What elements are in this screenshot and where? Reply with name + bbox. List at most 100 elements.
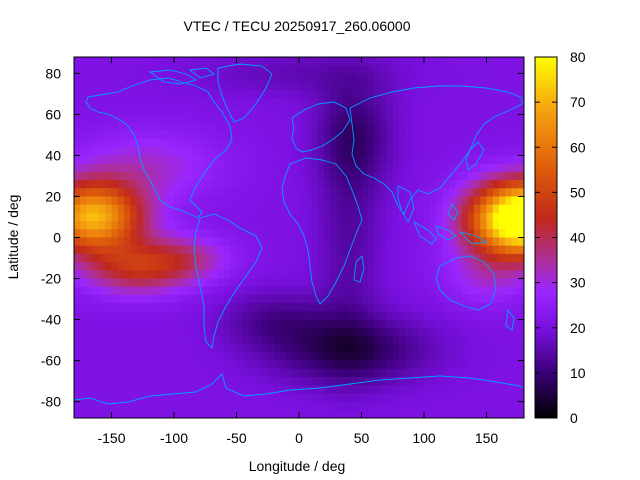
heatmap-cell [199, 98, 206, 107]
heatmap-cell [405, 270, 413, 280]
colorbar-tick-label: 10 [570, 365, 586, 381]
heatmap-cell [261, 237, 269, 247]
heatmap-cell [324, 303, 331, 312]
heatmap-cell [399, 180, 406, 189]
heatmap-cell [180, 409, 188, 418]
heatmap-cell [117, 212, 125, 222]
heatmap-cell [505, 171, 513, 181]
heatmap-cell [267, 262, 275, 271]
heatmap-cell [330, 147, 338, 157]
heatmap-cell [242, 253, 250, 263]
heatmap-cell [461, 155, 469, 165]
heatmap-cell [305, 409, 313, 418]
heatmap-cell [374, 180, 381, 189]
heatmap-cell [436, 237, 444, 247]
heatmap-cell [442, 196, 450, 206]
colorbar-tick-label: 60 [570, 139, 586, 155]
heatmap-cell [442, 352, 450, 362]
heatmap-cell [355, 311, 363, 321]
heatmap-cell [424, 171, 431, 181]
heatmap-cell [430, 278, 438, 288]
heatmap-cell [186, 229, 194, 239]
heatmap-cell [417, 360, 425, 370]
heatmap-cell [392, 409, 400, 418]
heatmap-cell [467, 89, 475, 99]
heatmap-cell [136, 155, 144, 165]
heatmap-cell [99, 221, 106, 230]
heatmap-cell [155, 253, 163, 263]
heatmap-cell [380, 393, 388, 403]
heatmap-cell [299, 311, 306, 321]
heatmap-cell [399, 327, 406, 337]
heatmap-cell [136, 147, 144, 157]
heatmap-cell [492, 393, 500, 403]
heatmap-cell [142, 171, 150, 181]
heatmap-cell [130, 221, 138, 230]
heatmap-cell [255, 81, 263, 91]
heatmap-cell [424, 155, 431, 165]
heatmap-cell [511, 409, 519, 418]
heatmap-cell [217, 122, 225, 132]
heatmap-cell [130, 303, 138, 312]
heatmap-cell [505, 204, 513, 214]
heatmap-cell [511, 139, 519, 148]
heatmap-cell [274, 303, 281, 312]
heatmap-cell [230, 155, 238, 165]
heatmap-cell [142, 360, 150, 370]
heatmap-cell [436, 344, 444, 353]
heatmap-cell [499, 393, 506, 403]
heatmap-cell [374, 262, 381, 271]
heatmap-cell [455, 139, 463, 148]
heatmap-cell [411, 229, 419, 239]
y-tick-label: 0 [53, 230, 61, 246]
heatmap-cell [267, 360, 275, 370]
heatmap-cell [505, 253, 513, 263]
heatmap-cell [117, 278, 125, 288]
heatmap-cell [424, 303, 431, 312]
heatmap-cell [217, 360, 225, 370]
heatmap-cell [374, 311, 381, 321]
heatmap-cell [249, 303, 256, 312]
heatmap-cell [436, 368, 444, 378]
heatmap-cell [205, 335, 213, 345]
heatmap-cell [74, 139, 81, 148]
heatmap-cell [424, 221, 431, 230]
heatmap-cell [261, 352, 269, 362]
heatmap-cell [142, 286, 150, 296]
heatmap-cell [86, 344, 94, 353]
heatmap-cell [74, 401, 81, 411]
heatmap-cell [255, 401, 263, 411]
heatmap-cell [161, 196, 169, 206]
heatmap-cell [161, 221, 169, 230]
x-tick-label: 0 [295, 430, 303, 446]
heatmap-cell [224, 385, 231, 394]
heatmap-cell [280, 81, 288, 91]
heatmap-cell [330, 262, 338, 271]
heatmap-cell [499, 89, 506, 99]
heatmap-cell [374, 229, 381, 239]
heatmap-cell [230, 253, 238, 263]
heatmap-cell [186, 212, 194, 222]
heatmap-cell [211, 303, 219, 312]
heatmap-cell [117, 171, 125, 181]
heatmap-cell [286, 98, 294, 107]
heatmap-cell [517, 130, 524, 140]
heatmap-cell [124, 65, 131, 74]
heatmap-cell [249, 122, 256, 132]
heatmap-cell [99, 65, 106, 74]
x-tick-label: -150 [97, 430, 125, 446]
heatmap-cell [267, 155, 275, 165]
heatmap-cell [430, 188, 438, 198]
heatmap-cell [399, 65, 406, 74]
heatmap-cell [267, 98, 275, 107]
heatmap-cell [305, 147, 313, 157]
heatmap-cell [392, 229, 400, 239]
heatmap-cell [511, 335, 519, 345]
heatmap-cell [292, 114, 300, 124]
heatmap-cell [205, 221, 213, 230]
heatmap-cell [299, 180, 306, 189]
heatmap-cell [492, 122, 500, 132]
heatmap-cell [517, 65, 524, 74]
heatmap-cell [436, 303, 444, 312]
